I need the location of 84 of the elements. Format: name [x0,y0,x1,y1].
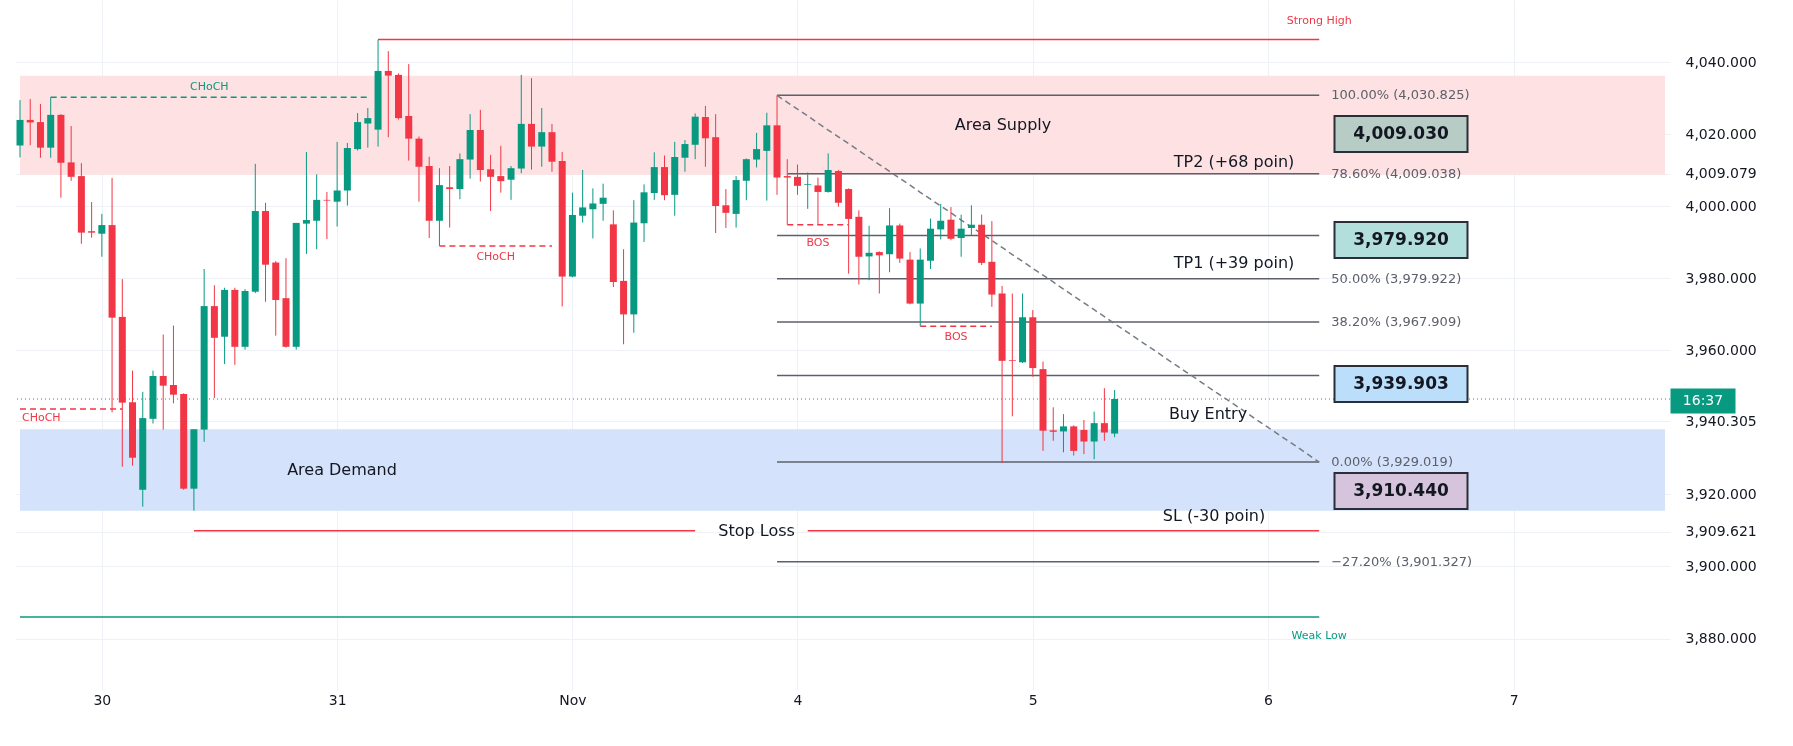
x-tick-label: 6 [1264,691,1274,708]
candlestick [497,145,505,194]
series-label: Weak Low [1291,628,1347,642]
candlestick [947,206,955,241]
series-label: 38.20% (3,967.909) [1331,313,1462,329]
candlestick [967,204,975,236]
y-tick-label: 3,900.000 [1685,557,1757,574]
series-label: CHoCH [22,411,61,425]
candlestick [681,139,689,173]
candlestick [538,107,546,168]
candlestick [701,105,709,168]
candlestick [722,188,730,229]
candlestick [875,250,883,294]
y-tick-label: 4,020.000 [1685,125,1757,142]
annotation: Buy Entry [1168,404,1248,423]
candlestick [169,325,177,404]
candlestick [67,125,75,182]
y-tick-label: 3,920.000 [1685,485,1757,502]
band-label: Area Demand [287,459,397,479]
candlestick [1008,293,1016,417]
annotation: 3,910.440 [1353,480,1450,500]
annotation: SL (-30 poin) [1162,506,1266,525]
candlestick [793,164,801,196]
candlestick [313,173,321,250]
y-tick-label: 3,880.000 [1685,630,1757,646]
candlestick [804,172,812,210]
candlestick [589,187,597,239]
y-tick-label: 3,940.305 [1685,412,1757,429]
series-label: 78.60% (4,009.038) [1331,165,1462,181]
candlestick [333,141,341,228]
y-tick-label: 4,000.000 [1685,197,1757,214]
candlestick [98,213,106,258]
candlestick [957,214,965,258]
band-label: Area Supply [954,115,1052,135]
series-label: Stop Loss [718,520,795,540]
y-tick-label: 3,909.621 [1685,523,1757,540]
candlestick [1100,387,1108,442]
candlestick [1090,411,1098,460]
candlestick [159,334,167,431]
candlestick [1059,413,1067,453]
y-tick-label: 4,040.000 [1685,53,1757,70]
x-tick-label: 31 [328,691,347,708]
candlestick [1049,406,1057,442]
candlestick [824,152,832,194]
candlestick [753,132,761,168]
candlestick [302,151,310,255]
candlestick [88,201,96,239]
x-tick-label: 30 [93,691,112,708]
series-label: 50.00% (3,979.922) [1331,270,1462,286]
candlestick [528,77,535,171]
candlestick [742,157,750,201]
annotation: 4,009.030 [1353,123,1450,143]
candlestick [579,169,587,224]
candlestick [507,165,515,201]
candlestick [323,191,331,240]
series-label: BOS [806,235,830,249]
series-label: 100.00% (4,030.825) [1331,87,1470,103]
line-series [776,94,1320,463]
series-label: Strong High [1286,13,1352,27]
candlestick [405,63,413,162]
candlestick [384,50,392,138]
x-tick-label: Nov [559,691,587,708]
candlestick [487,154,495,212]
series-label: 0.00% (3,929.019) [1331,453,1453,469]
x-tick-label: 4 [793,691,803,708]
candlestick [364,107,372,149]
series-label: CHoCH [476,249,516,263]
series-label: BOS [944,330,968,344]
series-label: −27.20% (3,901.327) [1331,553,1473,569]
candlestick [446,165,454,229]
x-tick-label: 5 [1028,691,1038,708]
y-tick-label: 3,980.000 [1685,269,1757,286]
annotation: TP1 (+39 poin) [1172,253,1295,272]
candlestick [1080,419,1088,455]
series-label: CHoCH [189,80,229,94]
candlestick [599,183,607,222]
annotation: 3,939.903 [1353,373,1449,393]
annotation: TP2 (+68 poin) [1172,152,1295,171]
y-tick-label: 3,960.000 [1685,341,1757,358]
y-tick-label: 4,009.079 [1685,165,1757,182]
candlestick [937,203,945,240]
annotation: 3,979.920 [1353,229,1450,249]
text: 16:37 [1682,392,1724,408]
x-tick-label: 7 [1509,691,1519,708]
